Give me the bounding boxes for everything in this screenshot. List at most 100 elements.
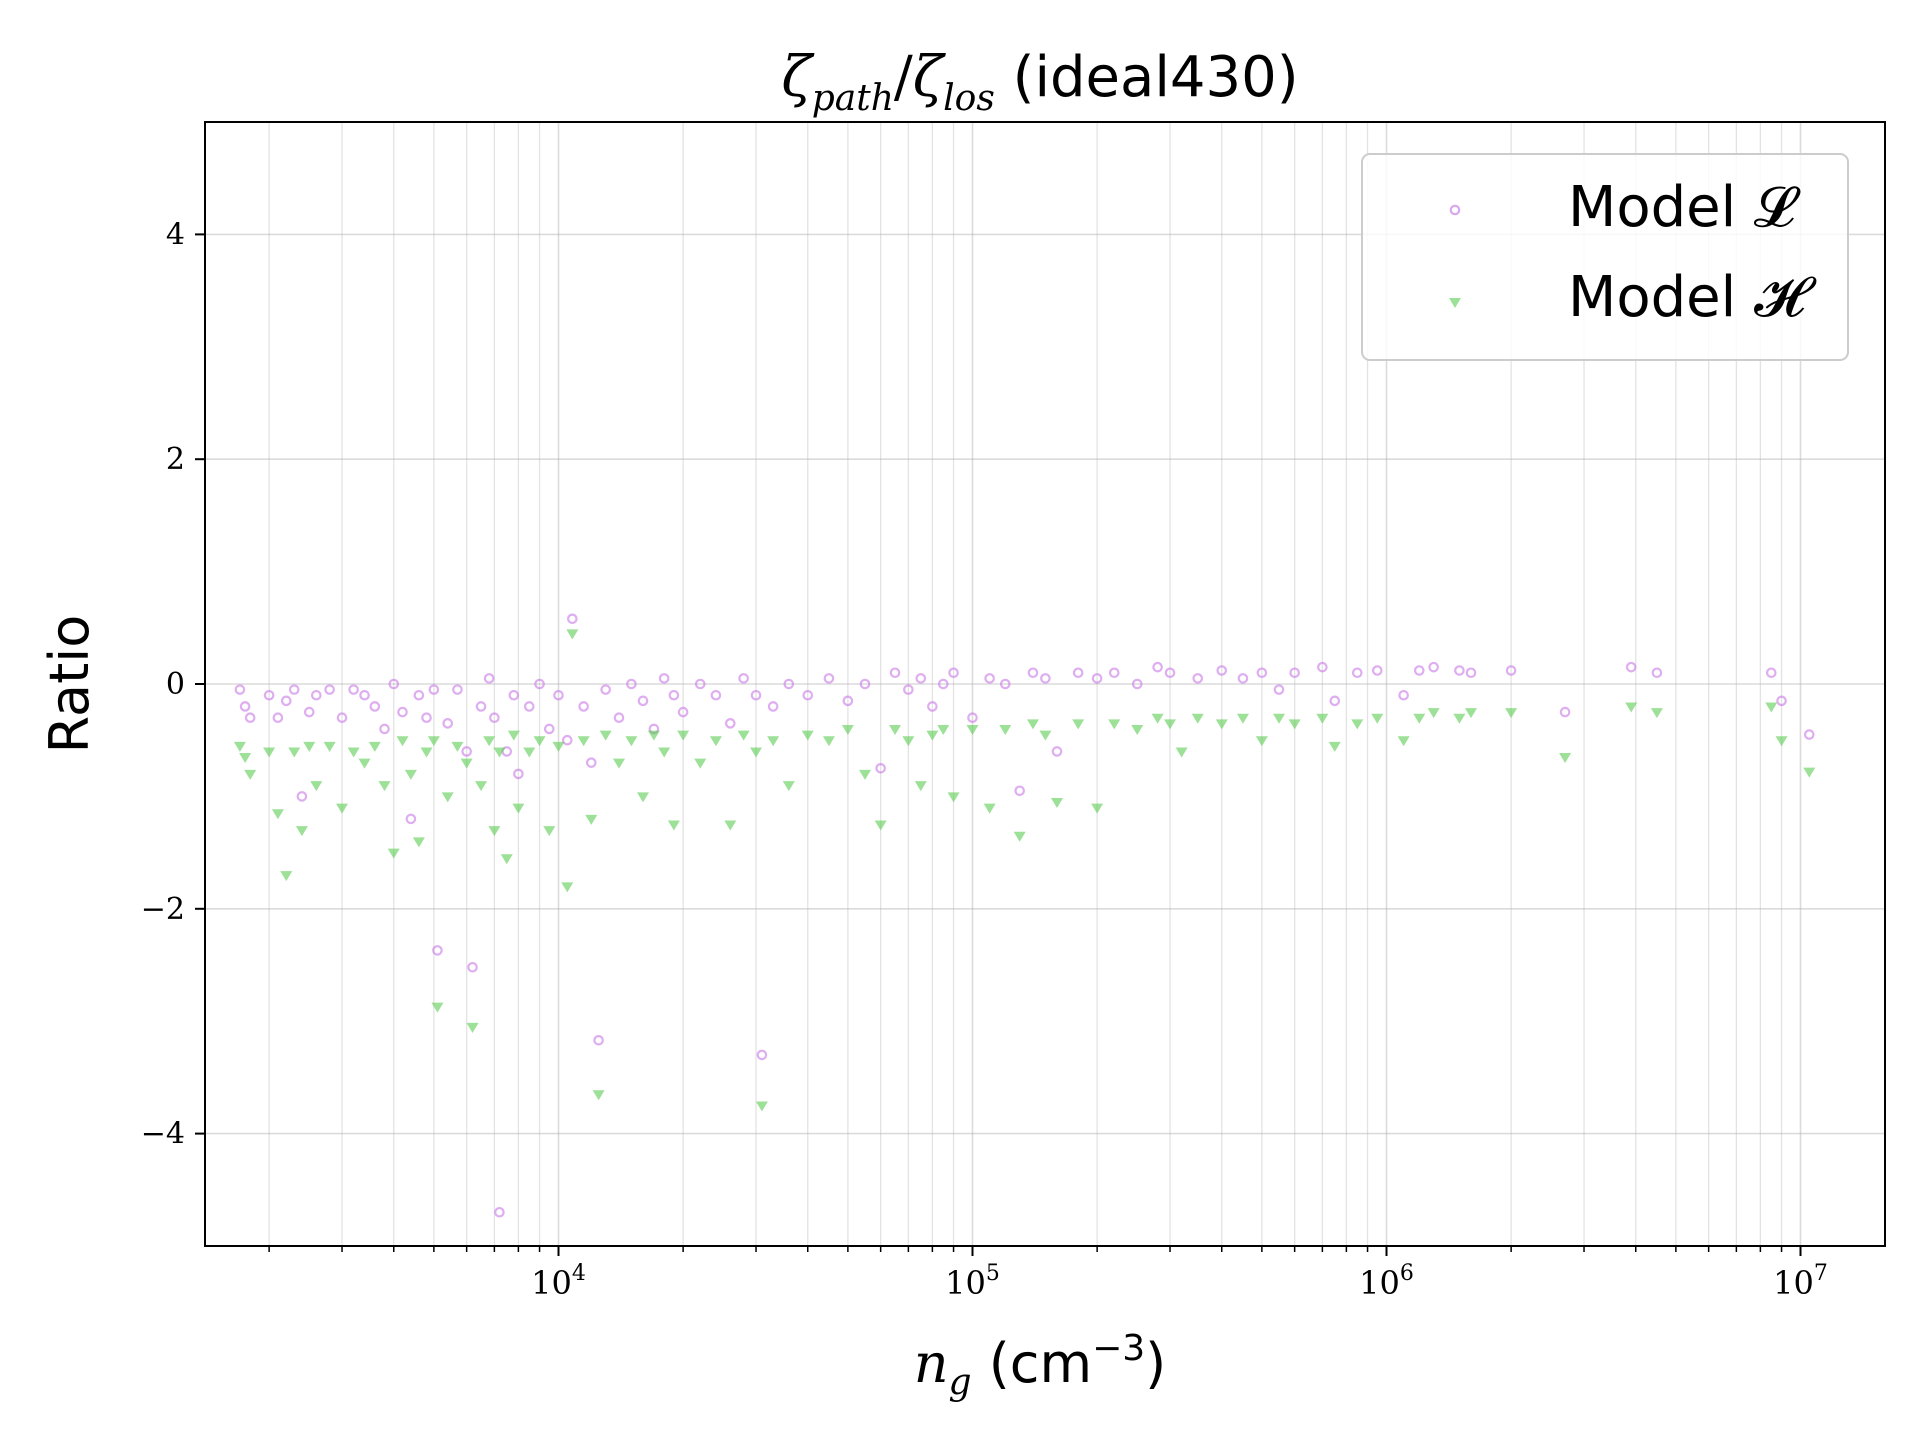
data-point	[323, 741, 336, 752]
plot-frame	[204, 121, 1886, 1247]
data-point	[1051, 798, 1064, 809]
data-point	[483, 673, 495, 684]
data-point	[442, 718, 454, 729]
data-point	[347, 747, 360, 758]
data-point	[543, 826, 556, 837]
data-point	[324, 684, 335, 695]
data-point	[288, 684, 300, 695]
data-point	[1175, 747, 1188, 758]
legend-marker-model-h	[1449, 298, 1461, 308]
data-point	[1216, 665, 1228, 676]
data-point	[512, 803, 525, 814]
data-point	[999, 724, 1012, 735]
data-point	[783, 678, 795, 690]
data-point	[561, 882, 574, 893]
x-tick-label: 106	[1359, 1261, 1414, 1302]
scatter-points	[233, 613, 1816, 1218]
data-point	[637, 695, 649, 707]
chart-title: ζpath/ζlos (ideal430)	[781, 45, 1298, 119]
data-point	[1559, 753, 1572, 764]
data-point	[999, 678, 1011, 690]
data-point	[637, 792, 650, 803]
data-point	[1192, 673, 1204, 684]
data-point	[310, 781, 323, 792]
data-point	[296, 791, 308, 802]
data-point	[336, 803, 349, 814]
data-point	[1027, 667, 1039, 679]
data-point	[263, 689, 275, 701]
data-point	[926, 730, 939, 741]
data-point	[533, 736, 546, 747]
data-point	[420, 747, 433, 758]
data-point	[915, 673, 927, 684]
data-point	[475, 781, 488, 792]
data-point	[387, 848, 400, 859]
data-point	[288, 747, 301, 758]
data-point	[1428, 661, 1439, 673]
data-point	[1328, 741, 1341, 752]
data-point	[1625, 661, 1637, 673]
data-point	[801, 730, 814, 741]
data-point	[1014, 785, 1025, 797]
data-point	[358, 758, 371, 769]
y-tick-label: 2	[166, 442, 185, 477]
data-point	[667, 820, 680, 831]
data-point	[1152, 661, 1163, 673]
data-point	[263, 747, 276, 758]
data-point	[421, 712, 432, 724]
data-point	[1289, 667, 1300, 679]
data-point	[280, 695, 292, 707]
data-point	[451, 741, 464, 752]
legend-label-model-h: Model 𝓗	[1568, 265, 1817, 330]
data-point	[1505, 665, 1517, 676]
data-point	[244, 769, 257, 780]
data-point	[755, 1101, 768, 1112]
data-point	[677, 730, 690, 741]
data-point	[311, 689, 322, 701]
data-point	[405, 813, 417, 825]
data-point	[859, 769, 872, 780]
data-point	[967, 712, 978, 724]
data-point	[1371, 665, 1383, 676]
data-point	[1351, 667, 1363, 679]
data-point	[234, 684, 246, 695]
data-point	[1108, 719, 1121, 730]
data-point	[1131, 678, 1143, 690]
data-point	[724, 820, 737, 831]
data-point	[466, 1022, 479, 1033]
data-point	[1651, 667, 1663, 679]
data-point	[578, 701, 589, 712]
data-point	[937, 724, 950, 735]
data-point	[1164, 667, 1176, 679]
data-point	[823, 673, 835, 684]
data-point	[1765, 667, 1777, 679]
data-point	[239, 753, 252, 764]
data-point	[859, 678, 871, 690]
data-point	[543, 723, 555, 735]
data-point	[523, 701, 535, 712]
data-point	[737, 730, 750, 741]
data-point	[585, 814, 598, 825]
data-point	[767, 701, 779, 712]
data-point	[397, 706, 408, 718]
data-point	[937, 678, 949, 690]
data-point	[483, 736, 496, 747]
data-point	[593, 1035, 604, 1046]
data-point	[1454, 665, 1465, 676]
data-point	[244, 712, 256, 724]
data-point	[612, 758, 625, 769]
data-point	[369, 701, 381, 712]
data-point	[1650, 708, 1663, 719]
data-point	[336, 712, 348, 724]
data-point	[889, 724, 902, 735]
data-point	[1465, 708, 1478, 719]
data-point	[841, 724, 854, 735]
data-point	[460, 758, 473, 769]
data-point	[822, 736, 835, 747]
data-point	[599, 730, 612, 741]
data-point	[1398, 689, 1409, 701]
data-point	[552, 741, 565, 752]
data-point	[1273, 684, 1285, 695]
data-point	[534, 678, 545, 690]
y-tick-label: −2	[141, 892, 185, 927]
